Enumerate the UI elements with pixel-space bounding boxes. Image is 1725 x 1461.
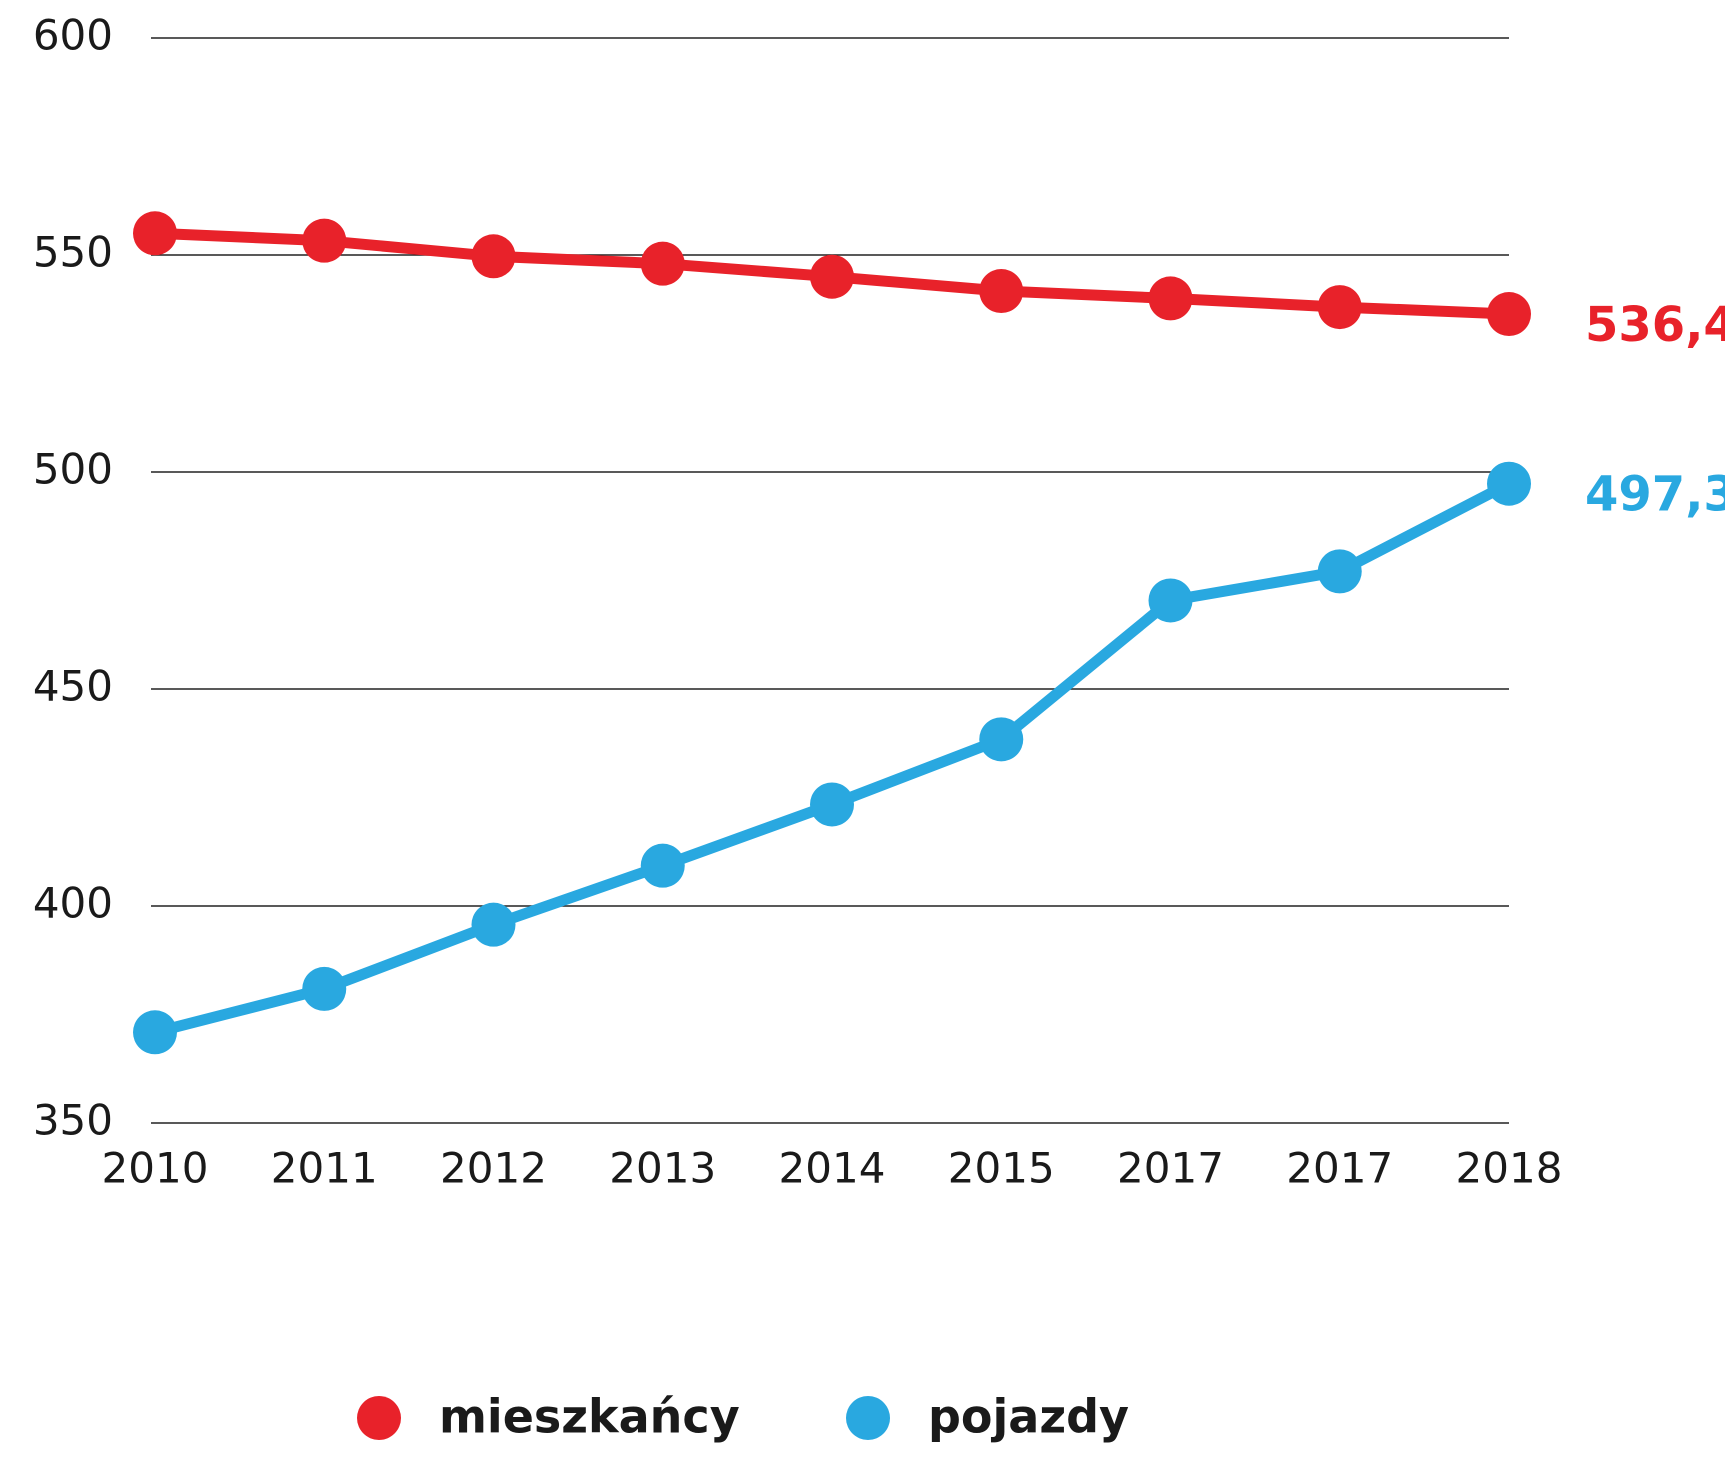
y-tick-label: 450 xyxy=(33,662,113,711)
y-tick-label: 550 xyxy=(33,228,113,277)
y-tick-label: 600 xyxy=(33,11,113,60)
x-tick-label: 2011 xyxy=(271,1144,378,1193)
y-tick-label: 400 xyxy=(33,879,113,928)
x-tick-label: 2012 xyxy=(440,1144,547,1193)
point xyxy=(302,218,347,263)
point xyxy=(810,254,854,299)
point xyxy=(133,1010,177,1055)
legend-label: mieszkańcy xyxy=(439,1390,740,1444)
point xyxy=(640,843,685,888)
legend-item: pojazdy xyxy=(846,1390,1129,1444)
legend-item: mieszkańcy xyxy=(357,1390,740,1444)
x-tick-label: 2018 xyxy=(1456,1144,1563,1193)
point xyxy=(1317,549,1362,594)
point xyxy=(979,717,1024,762)
x-tick-label: 2015 xyxy=(948,1144,1055,1193)
y-tick-label: 350 xyxy=(33,1096,113,1145)
x-tick-label: 2014 xyxy=(779,1144,886,1193)
point xyxy=(810,782,854,827)
point xyxy=(979,269,1024,314)
legend-marker xyxy=(846,1396,890,1440)
y-tick-label: 500 xyxy=(33,445,113,494)
x-tick-label: 2017 xyxy=(1286,1144,1393,1193)
point xyxy=(1317,285,1362,330)
x-tick-label: 2017 xyxy=(1117,1144,1224,1193)
legend-label: pojazdy xyxy=(928,1390,1129,1444)
value-label: 497,3 xyxy=(1585,467,1725,523)
point xyxy=(133,211,177,256)
point xyxy=(1148,578,1193,623)
point xyxy=(471,234,516,279)
point xyxy=(1487,292,1531,337)
x-tick-label: 2010 xyxy=(102,1144,209,1193)
point xyxy=(471,902,516,947)
x-tick-label: 2013 xyxy=(609,1144,716,1193)
point xyxy=(302,966,347,1011)
point xyxy=(1487,461,1531,506)
point xyxy=(1148,276,1193,321)
value-label: 536,4 xyxy=(1585,297,1725,353)
legend-marker xyxy=(357,1396,401,1440)
series-line xyxy=(153,478,1512,1038)
point xyxy=(640,241,685,286)
